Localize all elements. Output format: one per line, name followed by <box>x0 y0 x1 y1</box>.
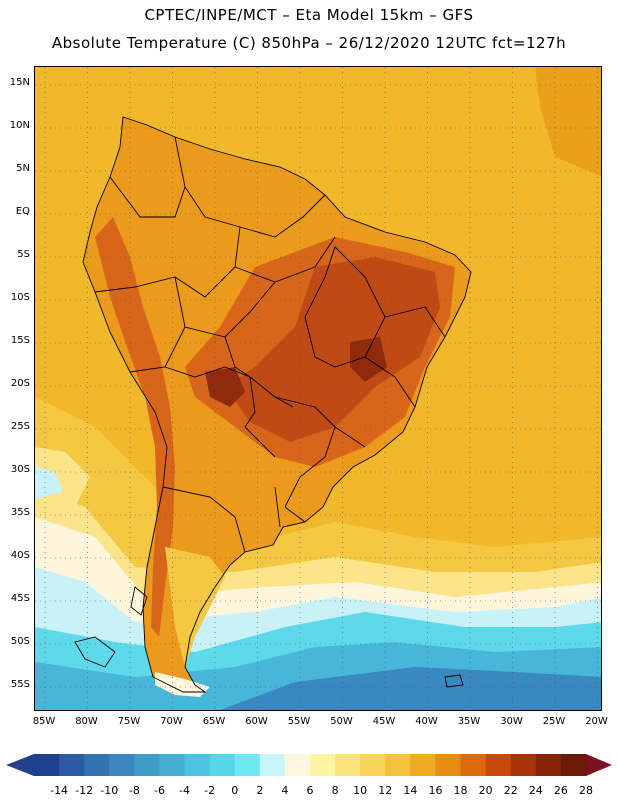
colorbar-tick-label: 10 <box>353 784 368 797</box>
colorbar-swatch <box>435 754 462 776</box>
colorbar-tick-label: 12 <box>378 784 393 797</box>
tierra-del-fuego <box>155 672 210 697</box>
ocean-deepblue-band <box>220 667 601 710</box>
colorbar-tick-label: 4 <box>281 784 289 797</box>
patagonia-warm <box>165 547 225 667</box>
colorbar-swatch <box>159 754 186 776</box>
latitude-label: 35S <box>10 507 30 518</box>
latitude-label: EQ <box>15 206 30 217</box>
colorbar-tick-label: 20 <box>478 784 493 797</box>
colorbar-tick-label: -14 <box>50 784 69 797</box>
colorbar-swatch <box>284 754 311 776</box>
colorbar-tick-label: -12 <box>75 784 94 797</box>
latitude-label: 10N <box>9 120 30 131</box>
longitude-label: 60W <box>245 716 268 727</box>
colorbar-swatch <box>184 754 211 776</box>
colorbar-swatch <box>360 754 386 776</box>
colorbar-swatch <box>259 754 286 776</box>
colorbar-tick-label: 6 <box>306 784 314 797</box>
longitude-label: 35W <box>457 716 481 727</box>
longitude-label: 85W <box>32 716 56 727</box>
chart-title: CPTEC/INPE/MCT – Eta Model 15km – GFS <box>144 6 474 24</box>
colorbar-swatch <box>460 754 487 776</box>
colorbar-swatch <box>84 754 110 776</box>
longitude-label: 40W <box>415 716 438 727</box>
colorbar <box>6 754 612 776</box>
latitude-label: 25S <box>10 421 30 432</box>
longitude-label: 70W <box>160 716 183 727</box>
longitude-label: 50W <box>330 716 353 727</box>
latitude-label: 50S <box>10 636 30 647</box>
colorbar-tick-label: -2 <box>204 784 216 797</box>
colorbar-tick-label: 14 <box>403 784 418 797</box>
colorbar-tick-label: 16 <box>428 784 443 797</box>
longitude-label: 75W <box>117 716 141 727</box>
colorbar-tick-label: 8 <box>331 784 339 797</box>
chart-subtitle: Absolute Temperature (C) 850hPa – 26/12/… <box>51 34 567 52</box>
colorbar-swatch <box>109 754 135 776</box>
latitude-label: 40S <box>10 550 30 561</box>
colorbar-low-arrow <box>6 754 34 776</box>
colorbar-swatch <box>34 754 60 776</box>
andes-ribbon <box>95 217 175 637</box>
colorbar-tick-label: -4 <box>179 784 191 797</box>
temperature-map <box>34 66 602 711</box>
colorbar-swatch <box>560 754 587 776</box>
colorbar-tick-label: 26 <box>553 784 568 797</box>
colorbar-tick-label: 2 <box>256 784 264 797</box>
colorbar-swatch <box>510 754 537 776</box>
coastlines-and-borders <box>74 116 472 693</box>
colorbar-tick-label: 24 <box>528 784 543 797</box>
colorbar-tick-label: -8 <box>128 784 140 797</box>
colorbar-swatch <box>485 754 512 776</box>
longitude-label: 30W <box>500 716 523 727</box>
colorbar-tick-label: 0 <box>231 784 239 797</box>
colorbar-swatch <box>234 754 261 776</box>
latitude-label: 5S <box>17 249 30 260</box>
longitude-label: 25W <box>542 716 566 727</box>
colorbar-tick-label: -10 <box>100 784 119 797</box>
colorbar-swatch <box>310 754 336 776</box>
land-hotter-zone <box>225 257 440 442</box>
colorbar-tick-label: 18 <box>453 784 468 797</box>
colorbar-swatch <box>385 754 411 776</box>
colorbar-tick-label: -6 <box>153 784 165 797</box>
pacific-cold-core <box>35 467 63 499</box>
colorbar-swatch <box>535 754 562 776</box>
colorbar-tick-label: 22 <box>503 784 518 797</box>
longitude-label: 65W <box>202 716 226 727</box>
colorbar-swatch <box>410 754 436 776</box>
colorbar-swatch <box>134 754 160 776</box>
latitude-label: 15N <box>9 77 30 88</box>
longitude-label: 80W <box>75 716 98 727</box>
latitude-label: 10S <box>10 292 30 303</box>
pacific-cool-tongue <box>35 447 90 512</box>
latitude-label: 30S <box>10 464 30 475</box>
colorbar-high-arrow <box>586 754 612 776</box>
temperature-field <box>35 67 601 710</box>
latitude-label: 45S <box>10 593 30 604</box>
longitude-label: 20W <box>585 716 608 727</box>
latitude-label: 5N <box>16 163 30 174</box>
colorbar-swatch <box>59 754 85 776</box>
latitude-label: 20S <box>10 378 30 389</box>
ocean-warm-patch <box>535 67 601 177</box>
colorbar-swatch <box>209 754 236 776</box>
longitude-label: 45W <box>372 716 396 727</box>
longitude-label: 55W <box>287 716 311 727</box>
colorbar-swatch <box>335 754 361 776</box>
latitude-label: 55S <box>10 679 30 690</box>
colorbar-tick-label: 28 <box>579 784 593 797</box>
latitude-label: 15S <box>10 335 30 346</box>
